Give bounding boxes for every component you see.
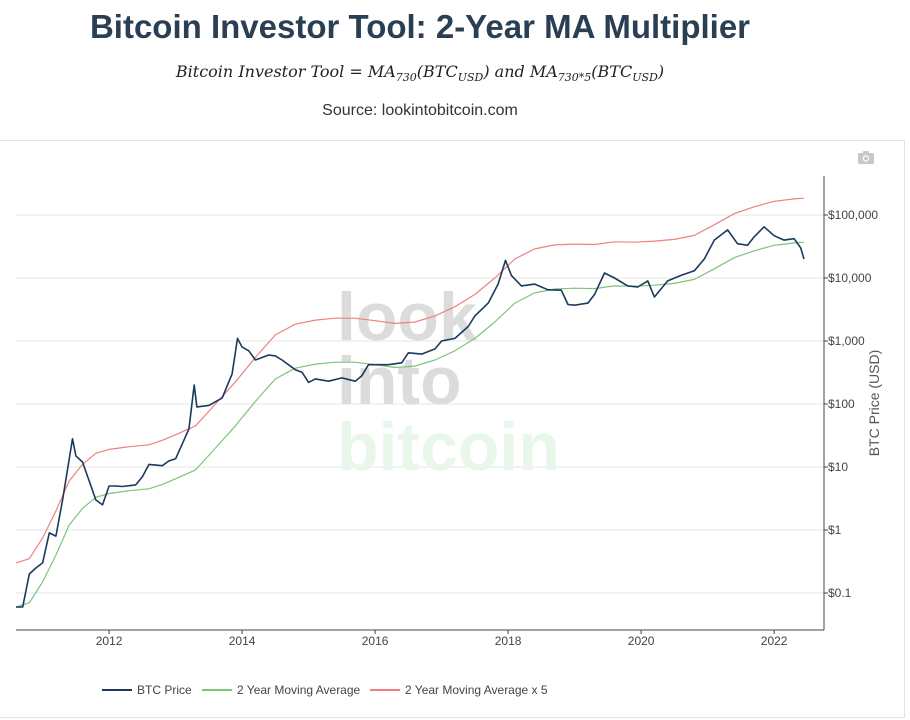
- y-tick-label: $10: [828, 460, 848, 474]
- x-tick-label: 2012: [96, 634, 123, 648]
- x-tick-label: 2020: [628, 634, 655, 648]
- formula-subscript-730x5: 730*5: [557, 71, 592, 85]
- formula-subscript-usd: USD: [457, 71, 484, 85]
- x-tick-label: 2016: [362, 634, 389, 648]
- watermark: look into bitcoin: [337, 279, 560, 485]
- legend-item-label[interactable]: 2 Year Moving Average x 5: [405, 683, 548, 697]
- watermark-look: look: [337, 279, 477, 355]
- camera-icon[interactable]: [857, 149, 875, 165]
- legend-item-label[interactable]: 2 Year Moving Average: [237, 683, 361, 697]
- series-line-btc-price[interactable]: [16, 226, 805, 608]
- formula-subscript-730: 730: [395, 71, 417, 85]
- formula-close: ): [657, 62, 665, 81]
- grid-lines: [16, 214, 824, 594]
- chart-title: Bitcoin Investor Tool: 2-Year MA Multipl…: [89, 8, 751, 45]
- chart-formula: Bitcoin Investor Tool = MA730(BTCUSD) an…: [0, 62, 840, 84]
- y-axis-title: BTC Price (USD): [866, 350, 882, 457]
- watermark-into: into: [337, 343, 462, 419]
- x-axis-ticks: 2012 2014 2016 2018 2020 2022: [96, 630, 788, 648]
- y-tick-label: $100,000: [828, 208, 878, 222]
- formula-ma: MA: [367, 62, 396, 81]
- x-tick-label: 2014: [229, 634, 256, 648]
- series-line-2-year-moving-average-x-5[interactable]: [15, 197, 805, 564]
- chart-panel: [0, 140, 905, 718]
- y-tick-label: $0.1: [828, 586, 852, 600]
- y-axis-ticks: $0.1 $1 $10 $100 $1,000 $10,000 $100,000: [824, 208, 878, 600]
- formula-lhs: Bitcoin Investor Tool =: [175, 62, 368, 81]
- watermark-bitcoin: bitcoin: [337, 409, 560, 485]
- chart-source: Source: lookintobitcoin.com: [322, 102, 518, 119]
- formula-btc: (BTC: [416, 62, 458, 81]
- legend-item-label[interactable]: BTC Price: [137, 683, 192, 697]
- series-line-2-year-moving-average[interactable]: [15, 241, 805, 608]
- formula-btc-2: (BTC: [591, 62, 633, 81]
- series-group: [15, 197, 805, 608]
- formula-and: ) and MA: [483, 62, 558, 81]
- y-tick-label: $100: [828, 397, 855, 411]
- x-tick-label: 2022: [761, 634, 788, 648]
- y-tick-label: $1: [828, 523, 842, 537]
- y-tick-label: $10,000: [828, 271, 872, 285]
- x-tick-label: 2018: [495, 634, 522, 648]
- formula-subscript-usd-2: USD: [632, 71, 658, 85]
- legend[interactable]: BTC Price 2 Year Moving Average 2 Year Mov…: [102, 683, 548, 697]
- y-tick-label: $1,000: [828, 334, 865, 348]
